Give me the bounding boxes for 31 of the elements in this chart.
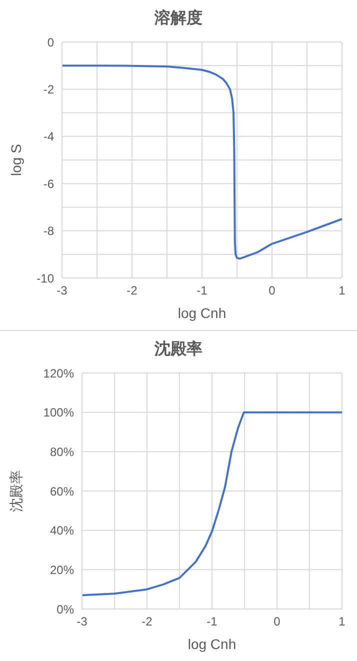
x-tick-label: -1 xyxy=(206,614,218,629)
y-tick-label: -8 xyxy=(43,224,54,238)
y-tick-label: 20% xyxy=(50,562,74,577)
x-tick-label: -3 xyxy=(76,614,88,629)
x-tick-label: 0 xyxy=(274,614,281,629)
y-tick-label: -4 xyxy=(43,130,54,144)
x-tick-label: -2 xyxy=(126,284,138,298)
line-series xyxy=(82,411,342,596)
y-tick-label: 80% xyxy=(50,444,74,459)
y-tick-label: -6 xyxy=(43,176,54,191)
x-axis-title: log Cnh xyxy=(178,305,226,321)
y-tick-label: -10 xyxy=(36,271,54,286)
chart-title: 沈殿率 xyxy=(154,339,204,360)
y-tick-label: -2 xyxy=(43,82,54,96)
line-series xyxy=(62,64,342,260)
x-tick-label: -3 xyxy=(56,284,68,298)
x-tick-label: 1 xyxy=(338,614,346,629)
x-tick-label: -2 xyxy=(142,614,153,629)
x-tick-label: -1 xyxy=(196,284,208,298)
y-tick-label: 60% xyxy=(50,484,74,498)
x-tick-label: 1 xyxy=(338,284,346,298)
y-tick-label: 0% xyxy=(56,602,74,616)
y-tick-label: 40% xyxy=(50,524,74,538)
chart-title: 溶解度 xyxy=(154,8,204,29)
y-tick-label: 120% xyxy=(43,366,74,380)
y-axis-title: log S xyxy=(8,144,24,176)
x-axis-title: log Cnh xyxy=(188,636,236,652)
y-tick-label: 0 xyxy=(47,35,54,50)
y-tick-label: 100% xyxy=(43,406,74,420)
x-tick-label: 0 xyxy=(268,284,276,298)
y-axis-title: 沈殿率 xyxy=(8,470,24,512)
